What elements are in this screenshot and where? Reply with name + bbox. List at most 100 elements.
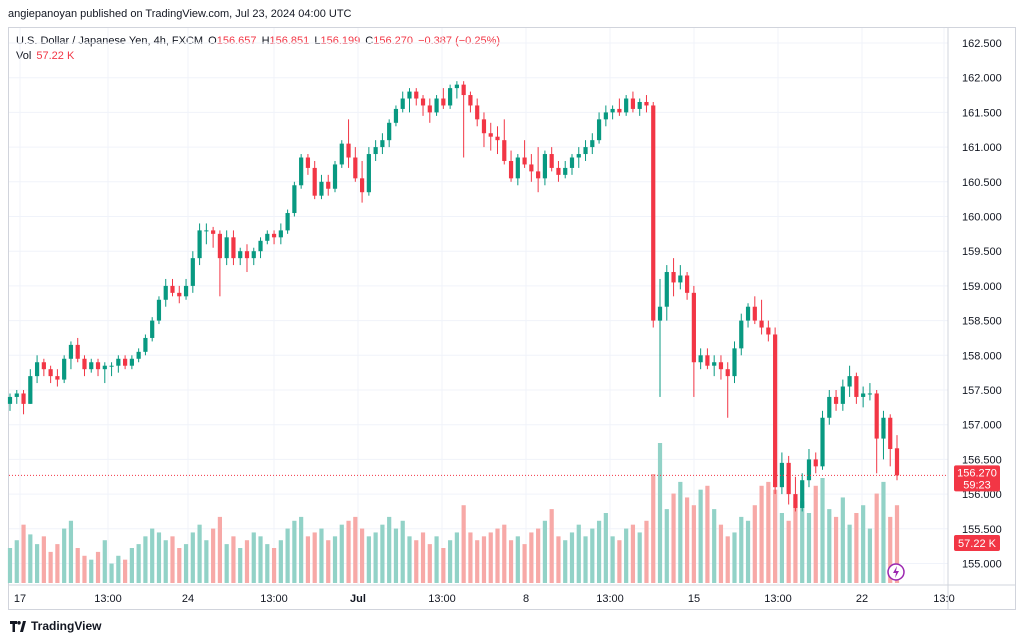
candle-body xyxy=(793,494,798,508)
candle-body xyxy=(177,292,182,297)
volume-bar xyxy=(800,501,805,583)
price-tick-label: 162.500 xyxy=(962,38,1002,50)
countdown-label: 59:23 xyxy=(963,479,991,491)
volume-bar xyxy=(143,536,148,583)
volume-bar xyxy=(685,497,690,583)
volume-bar xyxy=(427,544,432,583)
price-axis[interactable]: 162.500 162.000 161.500 161.000 160.500 160.0… xyxy=(962,38,1002,571)
candle-body xyxy=(725,369,730,377)
volume-bar xyxy=(833,516,839,583)
candle-body xyxy=(759,320,764,328)
candle-body xyxy=(339,143,344,165)
price-tick-label: 156.000 xyxy=(962,489,1002,501)
volume-bar xyxy=(502,524,507,583)
volume-bar xyxy=(624,528,629,583)
volume-bar xyxy=(739,516,744,583)
time-tick-label: 13:00 xyxy=(764,593,792,605)
candle-body xyxy=(82,358,87,370)
volume-bar xyxy=(637,532,642,583)
volume-bar xyxy=(752,505,757,583)
candle-body xyxy=(197,230,202,259)
volume-bar xyxy=(353,516,358,583)
volume-bar xyxy=(68,520,74,583)
close-label: C xyxy=(365,35,374,47)
candle-body xyxy=(637,101,642,109)
volume-bar xyxy=(95,551,101,583)
volume-bar xyxy=(590,528,595,583)
volume-bar xyxy=(475,540,480,583)
candle-body xyxy=(874,393,879,439)
lightning-icon[interactable] xyxy=(887,563,905,581)
open-value: 156.657 xyxy=(216,35,257,47)
volume-bar xyxy=(123,559,128,583)
candle-body xyxy=(414,91,419,99)
open-label: O xyxy=(208,35,217,47)
candle-body xyxy=(820,417,825,467)
volume-bar xyxy=(779,513,784,583)
volume-bar xyxy=(461,505,466,583)
volume-bar xyxy=(847,524,852,583)
candle-body xyxy=(705,355,710,366)
candle-body xyxy=(238,251,243,259)
volume-bar xyxy=(664,509,669,583)
candle-body xyxy=(752,306,757,321)
volume-bar xyxy=(170,536,175,583)
price-tick-label: 157.000 xyxy=(962,420,1002,432)
volume-bar xyxy=(840,497,845,583)
volume-bar xyxy=(705,485,710,583)
volume-bar xyxy=(231,536,236,583)
grid-lines xyxy=(9,28,948,584)
volume-bar xyxy=(529,532,534,583)
footer-brand[interactable]: TradingView xyxy=(10,619,101,633)
published-by-header: angiepanoyan published on TradingView.co… xyxy=(8,8,352,20)
price-tick-label: 155.000 xyxy=(962,559,1002,571)
candle-body xyxy=(468,95,473,106)
candle-body xyxy=(745,306,751,321)
time-axis[interactable]: 17 13:00 24 13:00 Jul 13:00 8 13:00 15 13:00 22 13:… xyxy=(9,28,1015,609)
candle-body xyxy=(888,417,893,449)
candle-body xyxy=(454,84,459,89)
volume-bar xyxy=(556,536,561,583)
price-tick-label: 161.000 xyxy=(962,142,1002,154)
volume-bar xyxy=(373,532,378,583)
candle-body xyxy=(603,112,608,120)
volume-bar xyxy=(725,536,730,583)
candle-body xyxy=(244,251,250,259)
candle-body xyxy=(55,376,60,380)
volume-bar xyxy=(420,532,426,583)
candle-body xyxy=(881,417,886,439)
volume-bar xyxy=(657,443,663,583)
volume-bar xyxy=(238,548,243,583)
candle-body xyxy=(549,154,554,168)
price-tick-label: 160.500 xyxy=(962,177,1002,189)
volume-bar xyxy=(691,505,696,583)
volume-bar xyxy=(14,540,19,583)
candle-body xyxy=(89,362,94,370)
price-tick-label: 157.500 xyxy=(962,385,1002,397)
candle-body xyxy=(190,258,195,286)
candle-body xyxy=(536,171,541,179)
candle-body xyxy=(143,337,148,352)
volume-bar xyxy=(326,540,331,583)
candle-body xyxy=(305,157,311,168)
volume-bar xyxy=(359,528,365,583)
volume-bar xyxy=(258,536,263,583)
volume-bar xyxy=(861,505,866,583)
candle-body xyxy=(95,362,101,370)
candle-body xyxy=(847,376,852,387)
volume-bar xyxy=(827,509,832,583)
volume-bar xyxy=(190,532,195,583)
candle-body xyxy=(231,237,236,259)
candle-body xyxy=(278,230,283,238)
change-value: −0.387 (−0.25%) xyxy=(418,35,501,47)
candle-body xyxy=(109,365,114,367)
volume-bar xyxy=(244,540,250,583)
volume-bar xyxy=(481,536,487,583)
volume-bar xyxy=(793,497,798,583)
candle-body xyxy=(393,108,399,123)
volume-bar xyxy=(454,532,459,583)
high-label: H xyxy=(261,35,270,47)
volume-bar xyxy=(163,540,168,583)
